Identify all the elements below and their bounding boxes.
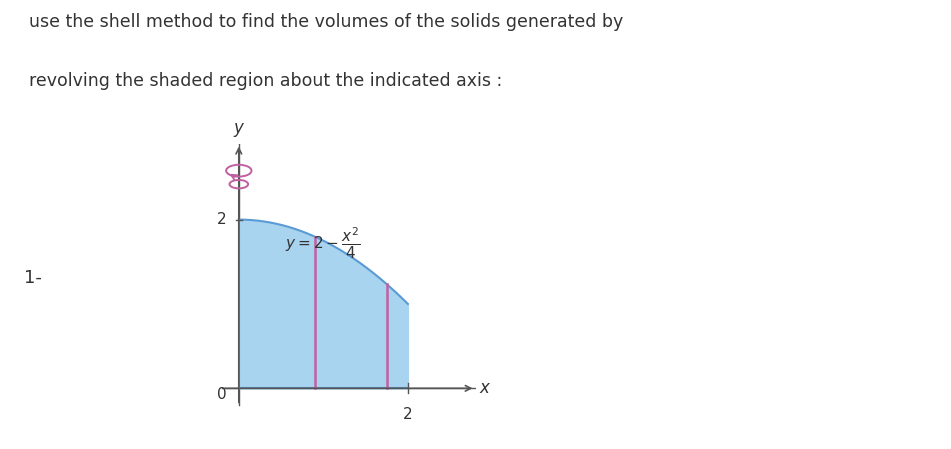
Text: use the shell method to find the volumes of the solids generated by: use the shell method to find the volumes… xyxy=(29,13,623,31)
Text: 0: 0 xyxy=(218,387,227,401)
Text: 2: 2 xyxy=(218,212,227,227)
Text: 1-: 1- xyxy=(24,269,42,287)
Text: $y$: $y$ xyxy=(233,122,245,140)
Text: 2: 2 xyxy=(403,407,413,422)
Text: $y = 2 - \dfrac{x^2}{4}$: $y = 2 - \dfrac{x^2}{4}$ xyxy=(285,225,360,261)
Text: $x$: $x$ xyxy=(479,379,492,397)
Text: revolving the shaded region about the indicated axis :: revolving the shaded region about the in… xyxy=(29,72,502,90)
